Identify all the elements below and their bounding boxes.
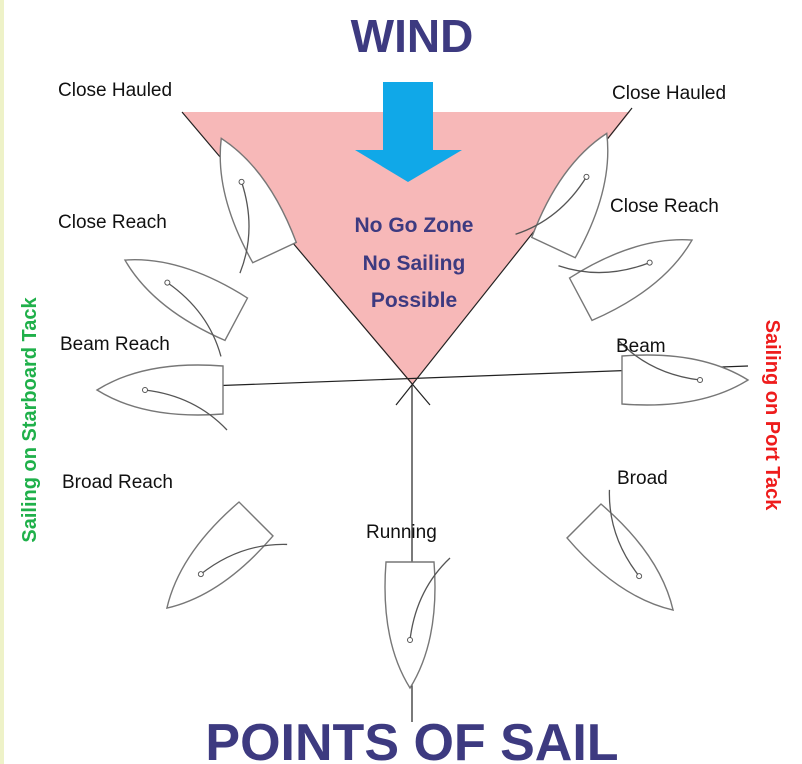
point-label: Close Hauled — [58, 80, 172, 101]
boat — [385, 558, 450, 688]
point-label: Close Reach — [58, 212, 167, 233]
point-label: Close Hauled — [612, 83, 726, 104]
boat — [149, 498, 287, 636]
starboard-tack: Sailing on Starboard Tack — [19, 297, 41, 543]
boat — [563, 490, 701, 628]
title: WIND — [351, 10, 474, 62]
edge — [0, 0, 4, 764]
diagram: WIND POINTS OF SAIL No Go Zone No Sailin… — [0, 0, 802, 764]
no-go-text: Possible — [371, 289, 457, 312]
point-label: Running — [366, 522, 437, 543]
point-label: Beam Reach — [60, 334, 170, 355]
no-go-text: No Go Zone — [355, 214, 474, 237]
boat — [97, 365, 227, 430]
port-tack: Sailing on Port Tack — [761, 320, 783, 512]
point-label: Close Reach — [610, 196, 719, 217]
point-label: Broad Reach — [62, 472, 173, 493]
footer: POINTS OF SAIL — [205, 714, 618, 764]
point-label: Broad — [617, 468, 668, 489]
no-go-text: No Sailing — [363, 252, 466, 275]
point-label: Beam — [616, 336, 666, 357]
